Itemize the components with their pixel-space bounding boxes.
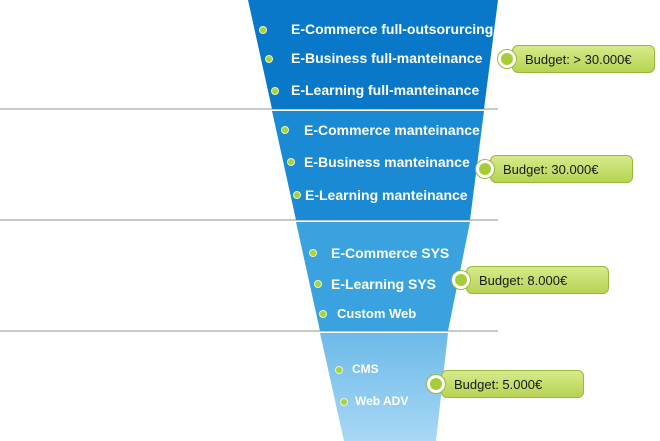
bullet-icon [287, 158, 295, 166]
connector-dot-icon [476, 160, 494, 178]
connector-dot-icon [427, 375, 445, 393]
bullet-icon [271, 87, 279, 95]
bullet-icon [265, 55, 273, 63]
funnel-stage-2 [272, 111, 484, 220]
bullet-icon [293, 191, 301, 199]
budget-badge-2: Budget: 30.000€ [490, 155, 633, 183]
stage-1-item-3: E-Learning full-manteinance [291, 82, 480, 98]
funnel-stage-3 [296, 222, 470, 331]
stage-2-item-1: E-Commerce manteinance [304, 122, 480, 138]
stage-4-item-2: Web ADV [355, 394, 409, 408]
budget-badge-1: Budget: > 30.000€ [512, 45, 655, 73]
connector-dot-icon [498, 50, 516, 68]
stage-1-item-2: E-Business full-manteinance [291, 50, 483, 66]
stage-2-item-2: E-Business manteinance [304, 154, 470, 170]
stage-3-item-3: Custom Web [337, 306, 417, 321]
bullet-icon [309, 249, 317, 257]
bullet-icon [340, 398, 348, 406]
bullet-icon [319, 310, 327, 318]
bullet-icon [335, 366, 343, 374]
stage-1-item-1: E-Commerce full-outsorurcing [291, 21, 494, 37]
bullet-icon [281, 126, 289, 134]
budget-badge-3: Budget: 8.000€ [466, 266, 609, 294]
connector-dot-icon [452, 271, 470, 289]
stage-2-item-3: E-Learning manteinance [305, 187, 468, 203]
bullet-icon [314, 280, 322, 288]
stage-4-item-1: CMS [352, 362, 379, 376]
budget-badge-4: Budget: 5.000€ [441, 370, 584, 398]
funnel-stage-4 [320, 333, 448, 441]
stage-3-item-1: E-Commerce SYS [331, 245, 450, 261]
stage-3-item-2: E-Learning SYS [331, 276, 437, 292]
funnel-stage-1 [248, 0, 498, 109]
bullet-icon [259, 26, 267, 34]
